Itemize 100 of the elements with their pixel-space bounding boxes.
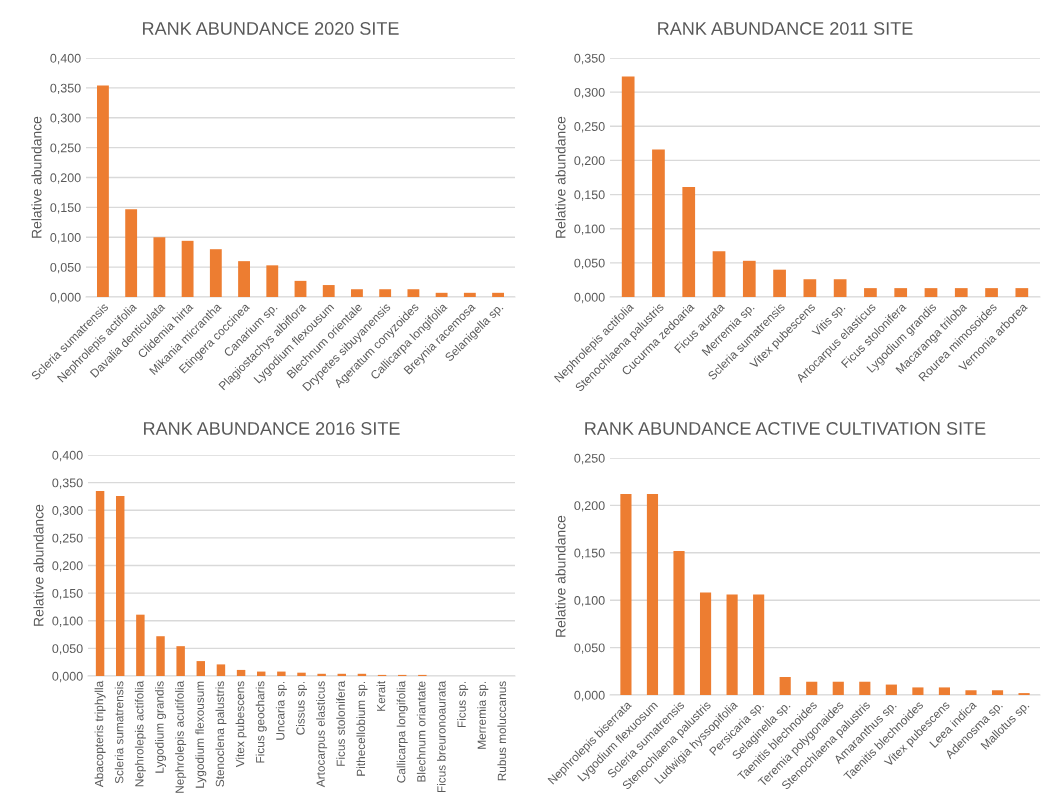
y-tick-label: 0,300 xyxy=(50,113,81,124)
x-tick-label: Ficus geocharis xyxy=(255,681,267,763)
y-tick-label: 0,050 xyxy=(52,644,83,655)
x-tick-label: Ficus sp. xyxy=(457,681,469,728)
bar xyxy=(216,664,226,676)
y-tick-label: 0,300 xyxy=(52,506,83,517)
y-tick-label: 0,000 xyxy=(52,671,83,683)
x-tick-label: Rubus moluccanus xyxy=(497,681,507,781)
bar xyxy=(726,594,738,695)
x-tick-label: Artocarpus elasticus xyxy=(316,681,328,788)
bar xyxy=(156,636,165,676)
y-tick-label: 0,100 xyxy=(52,616,83,627)
y-tick-label: 0,150 xyxy=(50,203,81,214)
y-tick-label: 0,350 xyxy=(50,83,81,94)
y-tick-label: 0,150 xyxy=(574,548,605,559)
x-tick-label: Abacopteris triphylla xyxy=(94,680,106,788)
bar xyxy=(196,661,206,676)
bar xyxy=(209,249,222,297)
y-tick-label: 0,100 xyxy=(50,233,81,244)
bar xyxy=(712,251,726,297)
bar xyxy=(297,672,306,676)
bar xyxy=(492,292,504,297)
x-tick-label: Merremia sp. xyxy=(477,681,489,749)
x-tick-label: Nephrolepis acutifolia xyxy=(175,680,187,793)
bar xyxy=(954,288,968,297)
bar xyxy=(779,676,791,695)
bar xyxy=(885,684,897,695)
bar xyxy=(985,288,998,297)
bar xyxy=(236,669,246,676)
bar xyxy=(864,288,877,297)
bar xyxy=(832,681,844,695)
y-tick-label: 0,200 xyxy=(50,173,81,184)
bar xyxy=(136,614,145,676)
x-tick-label: Callicarpa longifolia xyxy=(396,680,408,783)
x-tick-label: Vitex pubescens xyxy=(235,681,247,768)
y-tick-label: 0,100 xyxy=(574,224,605,235)
x-tick-label: Uncaria sp. xyxy=(275,681,287,740)
bar xyxy=(621,76,635,297)
x-tick-label: Stenoclena palustris xyxy=(215,681,227,787)
bar xyxy=(833,279,847,297)
x-tick-label: Pithecellobium sp. xyxy=(356,681,368,776)
y-tick-label: 0,150 xyxy=(574,190,605,201)
x-tick-label: Lygodium flexousum xyxy=(195,681,207,788)
bar xyxy=(125,209,138,297)
x-tick-label: Cissus sp. xyxy=(296,681,307,735)
chart-title: RANK ABUNDANCE 2020 SITE xyxy=(143,22,399,35)
y-tick-label: 0,250 xyxy=(574,453,605,465)
bar xyxy=(317,673,326,676)
bar xyxy=(652,149,665,297)
y-tick-label: 0,350 xyxy=(52,478,83,489)
x-tick-label: Scleria sumatrensis xyxy=(114,681,124,784)
y-tick-label: 0,000 xyxy=(574,690,605,702)
y-tick-label: 0,350 xyxy=(574,53,605,65)
bar xyxy=(894,288,908,297)
y-tick-label: 0,050 xyxy=(50,262,81,274)
x-tick-label: Kerait xyxy=(376,680,386,711)
bar xyxy=(463,292,476,297)
bar xyxy=(294,280,307,297)
y-tick-label: 0,250 xyxy=(50,143,81,154)
bar xyxy=(176,646,185,676)
bar xyxy=(803,279,817,297)
chart-title: RANK ABUNDANCE ACTIVE CULTIVATION SITE xyxy=(585,422,986,435)
x-tick-label: Nephrolepis actifolia xyxy=(134,680,146,787)
bar xyxy=(991,690,1004,695)
bar xyxy=(682,187,696,297)
bar xyxy=(322,285,335,297)
bar xyxy=(435,292,448,297)
y-tick-label: 0,050 xyxy=(574,643,605,654)
y-tick-label: 0,000 xyxy=(50,292,81,304)
y-tick-label: 0,400 xyxy=(50,53,81,65)
x-tick-label: Lygodium grandis xyxy=(155,681,167,773)
y-tick-label: 0,100 xyxy=(574,596,605,607)
y-tick-label: 0,150 xyxy=(52,588,83,600)
bar xyxy=(742,260,756,297)
y-axis-title: Relative abundance xyxy=(31,116,42,238)
bar xyxy=(97,85,109,297)
bar xyxy=(95,490,105,676)
chart-title: RANK ABUNDANCE 2011 SITE xyxy=(658,22,913,35)
y-tick-label: 0,400 xyxy=(52,450,83,462)
bar xyxy=(277,671,286,676)
y-tick-label: 0,300 xyxy=(574,87,605,99)
bar xyxy=(912,687,924,695)
y-tick-label: 0,050 xyxy=(574,258,605,269)
bar xyxy=(924,288,938,297)
y-tick-label: 0,200 xyxy=(52,561,83,572)
y-axis-title: Relative abundance xyxy=(555,515,566,637)
bar xyxy=(407,289,420,297)
bar xyxy=(266,265,279,297)
bar xyxy=(753,594,765,695)
chart-title: RANK ABUNDANCE 2016 SITE xyxy=(144,422,400,435)
bar xyxy=(181,240,194,297)
bar xyxy=(806,681,818,695)
y-axis-title: Relative abundance xyxy=(555,116,566,238)
bar xyxy=(238,261,250,297)
bar xyxy=(1015,288,1029,297)
bar xyxy=(620,494,632,695)
y-axis-title: Relative abundance xyxy=(33,504,44,626)
bar xyxy=(379,289,392,297)
bar xyxy=(859,681,871,695)
y-tick-label: 0,250 xyxy=(574,122,605,133)
